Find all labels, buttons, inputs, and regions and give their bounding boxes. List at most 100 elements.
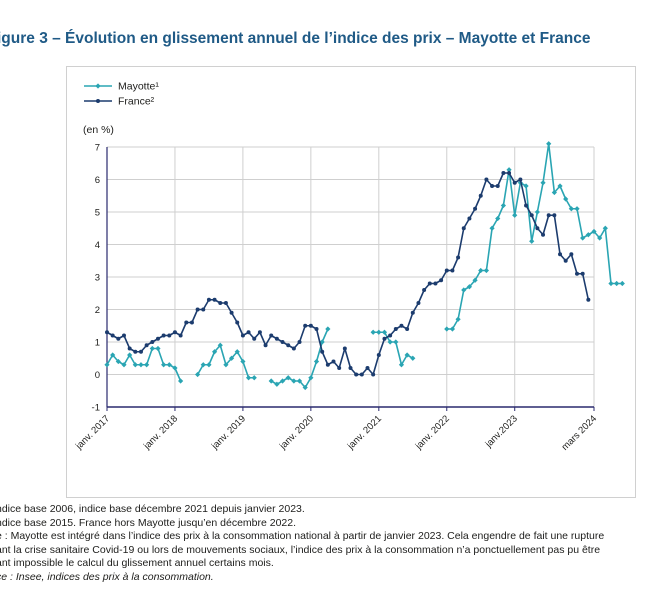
data-point-france [246, 330, 251, 335]
data-point-france [269, 333, 274, 338]
data-point-france [575, 271, 580, 276]
data-point-france [195, 307, 200, 312]
data-point-mayotte [313, 358, 320, 365]
data-point-mayotte [285, 375, 291, 381]
y-tick-label: 4 [95, 240, 100, 251]
y-tick-label: 1 [95, 338, 100, 349]
data-point-france [473, 206, 478, 211]
data-point-mayotte [325, 326, 331, 332]
data-point-mayotte [568, 206, 574, 212]
legend: Mayotte¹ France² [84, 81, 159, 108]
data-point-mayotte [551, 189, 557, 196]
data-point-mayotte [234, 349, 240, 355]
data-point-france [320, 349, 325, 354]
legend-item-france: France² [84, 96, 155, 108]
data-point-mayotte [455, 316, 461, 322]
series-line-mayotte [446, 142, 623, 330]
y-axis-label: (en %) [83, 124, 114, 136]
data-point-mayotte [512, 212, 518, 218]
legend-marker-mayotte [95, 83, 101, 89]
data-point-france [569, 252, 574, 257]
data-point-mayotte [376, 329, 382, 335]
data-point-france [529, 213, 534, 218]
data-point-france [178, 333, 183, 338]
y-tick-label: 3 [95, 273, 100, 284]
x-tick-label: janv.2023 [483, 413, 520, 450]
data-point-mayotte [585, 232, 591, 238]
data-point-france [218, 301, 223, 305]
data-point-mayotte [251, 375, 257, 381]
x-tick-label: janv. 2017 [73, 413, 112, 452]
data-point-mayotte [529, 238, 535, 244]
data-point-france [399, 323, 404, 328]
data-point-france [354, 372, 359, 377]
y-tick-label: 6 [95, 175, 100, 186]
data-point-france [456, 255, 461, 260]
data-point-mayotte [381, 329, 388, 335]
data-point-mayotte [410, 355, 416, 361]
data-point-mayotte [211, 349, 218, 355]
data-point-france [325, 362, 330, 367]
data-point-mayotte [245, 375, 252, 381]
data-point-france [127, 346, 132, 351]
data-point-france [274, 336, 279, 341]
data-point-mayotte [506, 167, 512, 173]
data-point-france [382, 336, 387, 341]
data-point-france [365, 366, 370, 370]
data-point-france [501, 171, 506, 175]
data-point-mayotte [591, 228, 597, 235]
data-point-france [133, 349, 138, 354]
data-point-mayotte [308, 375, 314, 381]
data-point-france [337, 366, 342, 370]
data-point-france [223, 301, 228, 305]
data-point-france [212, 297, 217, 302]
data-point-mayotte [161, 362, 167, 368]
data-point-france [507, 171, 512, 175]
data-point-france [252, 336, 257, 341]
data-point-mayotte [398, 362, 405, 368]
data-point-mayotte [138, 362, 144, 368]
data-point-france [308, 323, 313, 328]
y-tick-label: 0 [95, 370, 100, 381]
data-point-mayotte [444, 326, 450, 332]
data-point-france [144, 343, 149, 348]
data-point-france [467, 216, 472, 221]
data-point-mayotte [155, 345, 161, 352]
data-point-france [524, 203, 529, 208]
data-point-france [167, 333, 172, 338]
data-point-france [410, 310, 415, 315]
data-point-france [490, 184, 495, 188]
data-point-france [450, 268, 455, 273]
legend-label-mayotte: Mayotte¹ [118, 81, 159, 93]
y-tick-label: 5 [95, 208, 100, 219]
data-point-france [206, 297, 211, 302]
note-4: ant la crise sanitaire Covid-19 ou lors … [0, 543, 601, 556]
data-point-france [495, 184, 500, 188]
data-point-france [371, 372, 376, 377]
data-point-mayotte [478, 267, 484, 274]
grid [106, 146, 595, 407]
data-point-mayotte [228, 355, 235, 361]
note-5: ant impossible le calcul du glissement a… [0, 557, 274, 570]
data-point-france [229, 310, 234, 315]
data-point-mayotte [557, 183, 563, 189]
data-point-france [484, 177, 489, 182]
data-point-mayotte [500, 202, 506, 209]
legend-marker-france [96, 99, 100, 103]
data-point-france [150, 340, 155, 344]
data-point-france [461, 226, 466, 231]
data-point-mayotte [195, 371, 201, 378]
data-point-france [393, 327, 398, 331]
y-tick-label: 7 [95, 143, 100, 154]
data-point-mayotte [121, 362, 127, 368]
data-point-mayotte [144, 362, 150, 368]
data-point-france [280, 340, 285, 344]
series-mayotte [104, 141, 625, 391]
data-point-france [105, 330, 109, 335]
data-point-france [416, 301, 421, 305]
data-point-mayotte [178, 378, 184, 384]
chart-container: -1 0 1 2 3 4 5 6 7 janv. 2017 janv. 2018 janv. 2019… [66, 66, 636, 498]
data-point-mayotte [580, 235, 586, 241]
data-point-mayotte [540, 180, 546, 186]
data-point-france [184, 320, 189, 325]
